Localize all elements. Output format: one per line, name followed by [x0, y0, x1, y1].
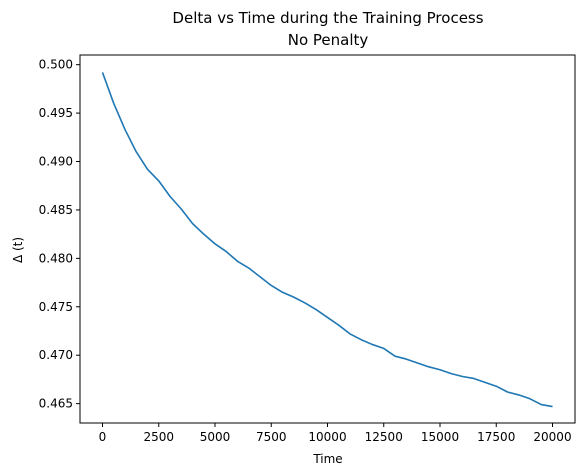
x-tick-label: 0 — [99, 430, 107, 444]
plot-area — [101, 72, 553, 408]
y-tick-label: 0.465 — [39, 397, 73, 411]
x-tick-label: 12500 — [365, 430, 403, 444]
y-tick-label: 0.480 — [39, 251, 73, 265]
x-tick-label: 15000 — [421, 430, 459, 444]
x-tick-label: 10000 — [308, 430, 346, 444]
y-tick-label: 0.485 — [39, 203, 73, 217]
y-tick-label: 0.490 — [39, 155, 73, 169]
chart-subtitle: No Penalty — [288, 31, 369, 49]
x-tick-label: 5000 — [200, 430, 231, 444]
y-tick-label: 0.495 — [39, 106, 73, 120]
x-tick-label: 20000 — [533, 430, 571, 444]
plot-frame — [79, 54, 576, 424]
y-tick-label: 0.500 — [39, 58, 73, 72]
chart-title: Delta vs Time during the Training Proces… — [172, 9, 483, 27]
y-axis-label: Δ (t) — [11, 237, 25, 263]
y-tick-label: 0.475 — [39, 300, 73, 314]
x-tick-label: 7500 — [256, 430, 287, 444]
y-tick-label: 0.470 — [39, 348, 73, 362]
y-axis: 0.465 0.470 0.475 0.480 0.485 0.490 0.495 0.500 — [39, 58, 80, 411]
x-axis-label: Time — [312, 452, 342, 466]
delta-series-line — [101, 72, 553, 408]
x-tick-label: 2500 — [143, 430, 174, 444]
x-axis: 0 2500 5000 7500 10000 12500 15000 17500 20000 — [99, 423, 572, 444]
x-tick-label: 17500 — [477, 430, 515, 444]
